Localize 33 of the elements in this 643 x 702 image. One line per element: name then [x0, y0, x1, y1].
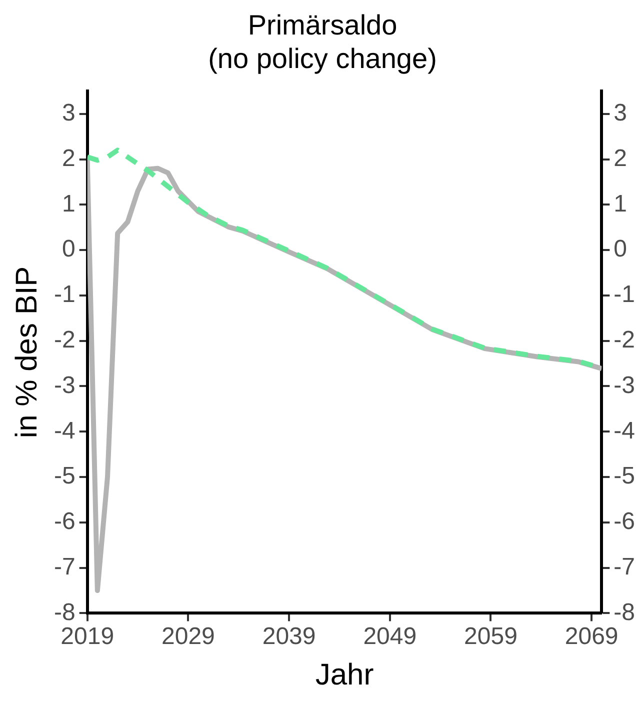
y2-tick-label: 0: [614, 236, 628, 263]
y-tick-label: 3: [62, 100, 76, 127]
y2-tick-label: -2: [614, 326, 636, 354]
y-tick-label: -7: [54, 553, 76, 580]
y-axis-title: in % des BIP: [10, 266, 44, 438]
y-tick-label: -6: [54, 508, 76, 536]
y-tick-label: -8: [54, 598, 76, 626]
y-tick-label: -4: [54, 417, 76, 444]
y2-tick-label: -3: [614, 372, 636, 399]
x-tick-label: 2039: [262, 623, 316, 650]
y-tick-label: 0: [62, 236, 76, 263]
y2-tick-label: 3: [614, 100, 628, 127]
y-tick-label: -3: [54, 372, 76, 399]
y2-tick-label: 1: [614, 190, 628, 218]
y2-tick-label: -4: [614, 417, 636, 444]
chart-title: Primärsaldo (no policy change): [208, 10, 437, 74]
x-tick-label: 2019: [60, 623, 114, 650]
y-tick-label: -1: [54, 281, 76, 308]
y2-tick-label: -5: [614, 462, 636, 490]
y2-tick-label: -8: [614, 598, 636, 626]
y2-tick-label: 2: [614, 144, 628, 172]
y2-tick-label: -6: [614, 508, 636, 536]
x-axis-title: Jahr: [315, 658, 374, 692]
x-tick-label: 2059: [464, 623, 518, 650]
y2-tick-label: -7: [614, 553, 636, 580]
x-tick-label: 2029: [161, 623, 215, 650]
x-tick-label: 2069: [564, 623, 618, 650]
y-tick-label: -5: [54, 462, 76, 490]
y-tick-label: 1: [62, 190, 76, 218]
y2-tick-label: -1: [614, 281, 636, 308]
x-tick-label: 2049: [363, 623, 417, 650]
y-tick-label: -2: [54, 326, 76, 354]
y-tick-label: 2: [62, 144, 76, 172]
